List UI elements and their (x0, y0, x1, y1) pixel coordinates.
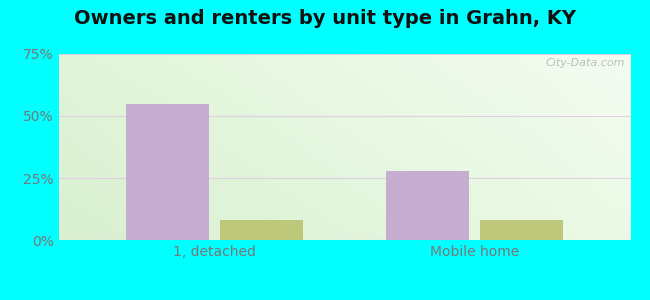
Bar (480, 220, 563, 240)
Bar (386, 171, 469, 240)
Text: City-Data.com: City-Data.com (545, 58, 625, 68)
Bar (220, 220, 303, 240)
Bar (126, 103, 209, 240)
Text: Owners and renters by unit type in Grahn, KY: Owners and renters by unit type in Grahn… (74, 9, 576, 28)
